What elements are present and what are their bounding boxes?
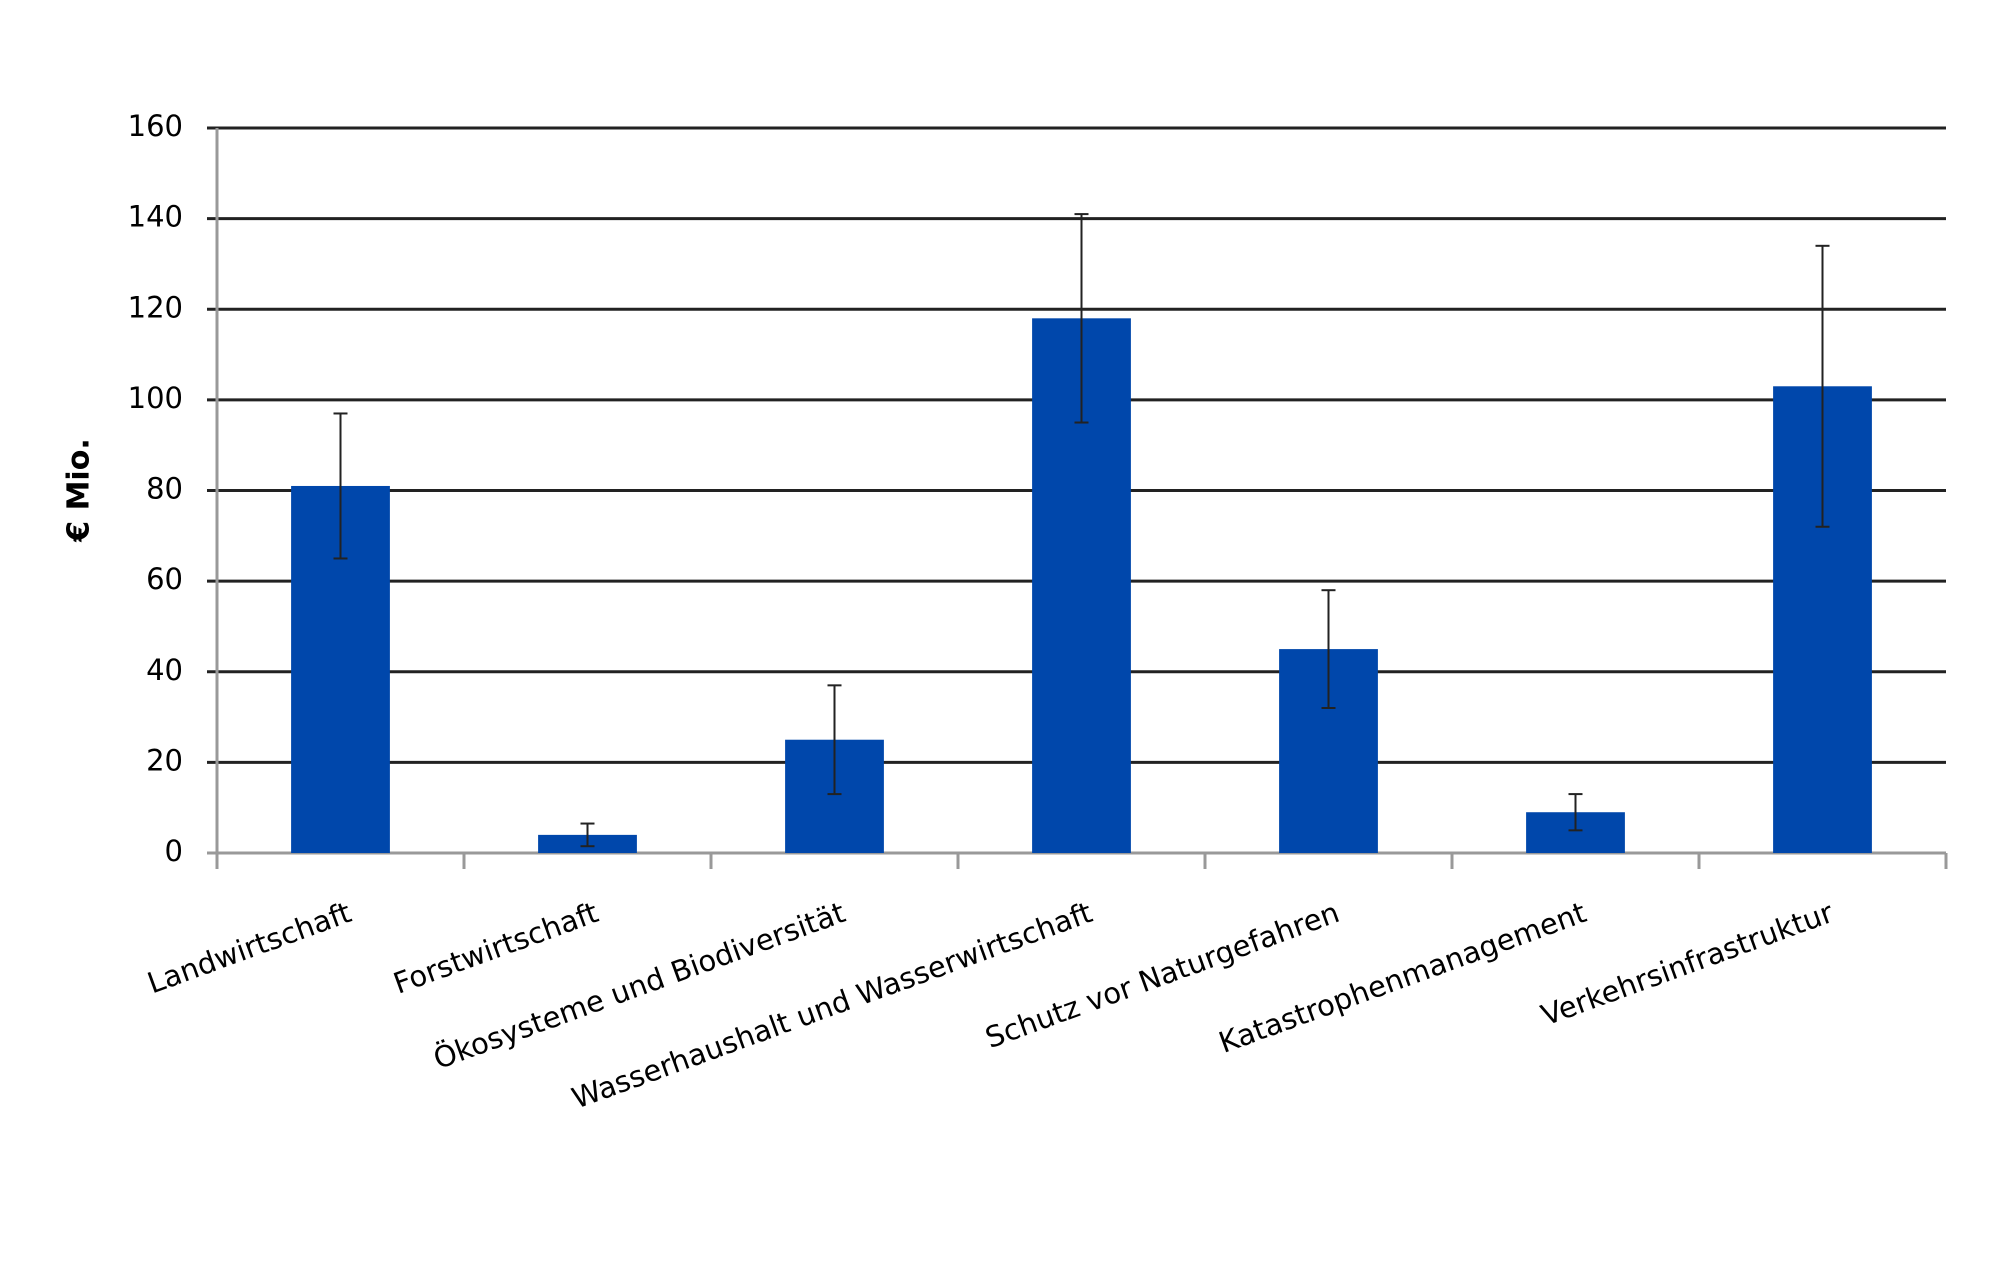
y-tick-label: 120 <box>128 290 183 324</box>
error-bar <box>1815 244 1830 528</box>
y-tick-label: 0 <box>165 834 183 868</box>
y-tick-label: 140 <box>128 200 183 234</box>
error-bar <box>333 412 348 560</box>
error-bar <box>1321 589 1336 709</box>
error-bar <box>580 822 595 848</box>
y-tick-label: 160 <box>128 109 183 143</box>
error-bar <box>827 684 842 796</box>
x-tick-label: Ökosysteme und Biodiversität <box>429 895 850 1076</box>
y-tick-label: 60 <box>146 562 183 596</box>
error-bar <box>1074 213 1089 424</box>
y-tick-label: 40 <box>146 653 183 687</box>
error-bar <box>1568 793 1583 832</box>
y-tick-label: 20 <box>146 743 183 777</box>
x-tick-label: Landwirtschaft <box>143 895 356 1000</box>
y-tick-label: 80 <box>146 472 183 506</box>
x-tick-label: Forstwirtschaft <box>389 895 603 1001</box>
y-axis-label: € Mio. <box>62 438 97 542</box>
y-tick-label: 100 <box>128 381 183 415</box>
